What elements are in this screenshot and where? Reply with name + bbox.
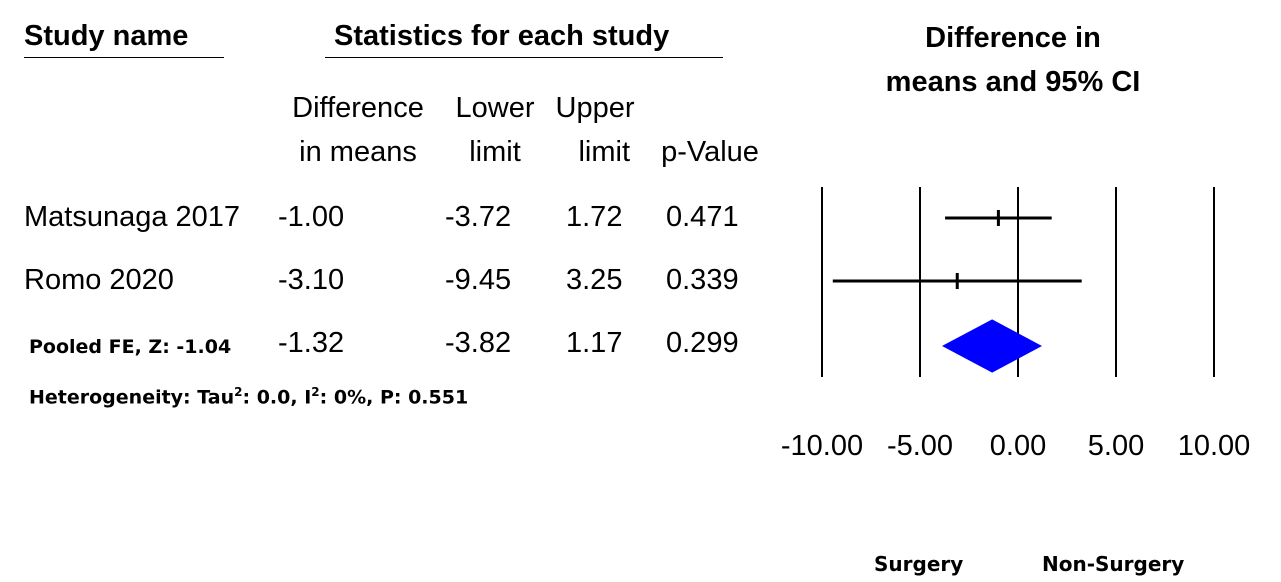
row-study-romo: Romo 2020 [24,264,174,296]
pooled-p: 0.299 [666,327,739,359]
row-study-matsunaga: Matsunaga 2017 [24,201,241,233]
study-name-header: Study name [24,20,189,52]
pooled-label: Pooled FE, Z: -1.04 [29,336,232,358]
tick-label-0: -10.00 [781,430,863,462]
study-name-underline [24,57,224,58]
pooled-upper: 1.17 [566,327,623,359]
favours-right-label: Non-Surgery [1042,552,1185,576]
ci-title-line2: means and 95% CI [885,66,1141,98]
row-upper-matsunaga: 1.72 [566,201,623,233]
statistics-underline [325,57,723,58]
row-diff-romo: -3.10 [278,264,345,296]
row-upper-romo: 3.25 [566,264,623,296]
col-lower-header: Lower limit [455,92,535,168]
heterogeneity-text: Heterogeneity: Tau2: 0.0, I2: 0%, P: 0.5… [29,385,469,409]
tick-label-2: 0.00 [990,430,1046,462]
tick-label-4: 10.00 [1178,430,1251,462]
row-diff-matsunaga: -1.00 [278,201,345,233]
tick-label-3: 5.00 [1088,430,1144,462]
row-p-matsunaga: 0.471 [666,201,739,233]
row-p-romo: 0.339 [666,264,739,296]
pooled-diff: -1.32 [278,327,345,359]
ci-title-line1: Difference in [925,22,1101,54]
col-pvalue-header: p-Value [661,136,759,168]
favours-left-label: Surgery [874,552,964,576]
col-diff-header: Difference in means [292,92,424,168]
pooled-lower: -3.82 [445,327,512,359]
col-upper-header: Upper limit [555,92,635,168]
ci-title: Difference in means and 95% CI [863,16,1163,104]
statistics-header: Statistics for each study [334,20,670,52]
tick-label-1: -5.00 [887,430,953,462]
pooled-diamond [942,319,1042,373]
row-lower-romo: -9.45 [445,264,512,296]
row-lower-matsunaga: -3.72 [445,201,512,233]
